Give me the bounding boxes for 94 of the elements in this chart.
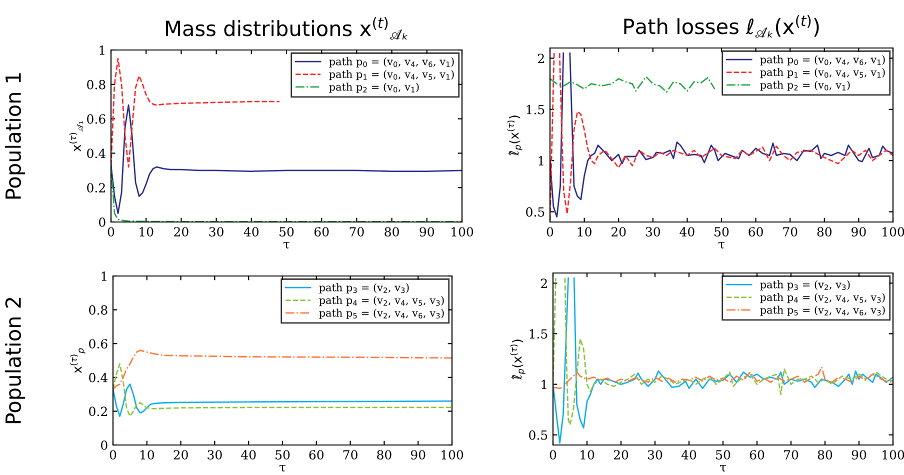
y-tick-label: 0.4 — [87, 148, 106, 158]
text: path p$_{0}$ = (v$_{0}$, v$_{4}$, v$_{6}$, v$_{1}$) — [760, 55, 885, 66]
x-axis-title: τ — [718, 242, 724, 249]
x-tick-label: 0 — [108, 227, 114, 237]
x-tick-label: 80 — [377, 450, 392, 460]
line-series — [111, 58, 280, 168]
legend-label: path p$_{3}$ = (v$_{2}$, v$_{3}$) — [760, 280, 850, 290]
y-tick-label: 0.6 — [89, 339, 108, 349]
x-tick-label: 70 — [343, 450, 358, 460]
y-tick-label: 0.6 — [87, 114, 106, 124]
y-tick-label: 1.5 — [530, 329, 548, 339]
y-tick-label: 1 — [100, 45, 104, 55]
x-axis-title: τ — [280, 464, 286, 472]
x-tick-label: 40 — [680, 227, 694, 237]
x-tick-label: 50 — [276, 450, 290, 460]
x-tick-label: 60 — [314, 227, 329, 237]
x-axis-title: τ — [720, 464, 726, 472]
x-axis-title: τ — [284, 242, 290, 249]
x-tick-label: 20 — [174, 227, 188, 237]
text: path p$_{5}$ = (v$_{2}$, v$_{4}$, v$_{6}$, v$_{3}$) — [319, 308, 444, 319]
x-tick-label: 70 — [784, 450, 798, 460]
text: path p$_{1}$ = (v$_{0}$, v$_{4}$, v$_{5}$, v$_{1}$) — [760, 68, 885, 78]
x-tick-label: 80 — [384, 227, 399, 237]
line-series — [111, 104, 462, 214]
x-tick-label: 60 — [309, 450, 324, 460]
text: path p$_{5}$ = (v$_{2}$, v$_{4}$, v$_{6}$, v$_{3}$) — [760, 306, 885, 316]
text: path p$_{4}$ = (v$_{2}$, v$_{4}$, v$_{5}$, v$_{3}$) — [760, 293, 885, 304]
x-tick-label: 20 — [611, 227, 626, 237]
x-tick-label: 10 — [580, 450, 594, 460]
text: Population 1 — [4, 73, 26, 199]
y-axis-title: ℓ̂$_{p}$(x$^{(τ)}$) — [510, 340, 526, 380]
y-tick-label: 1 — [542, 380, 546, 390]
x-tick-label: 50 — [714, 227, 729, 237]
y-tick-label: 0.8 — [87, 80, 106, 90]
x-tick-label: 10 — [140, 227, 154, 237]
legend-label: path p$_{2}$ = (v$_{0}$, v$_{1}$) — [329, 82, 419, 93]
x-tick-label: 70 — [350, 227, 364, 237]
x-tick-label: 90 — [410, 450, 426, 460]
x-tick-label: 30 — [208, 450, 222, 460]
x-tick-label: 10 — [578, 227, 592, 237]
x-tick-label: 100 — [452, 227, 474, 237]
x-tick-label: 40 — [681, 450, 696, 460]
x-tick-label: 0 — [550, 450, 556, 460]
y-tick-label: 1 — [538, 156, 544, 166]
y-tick-label: 0.4 — [89, 372, 108, 382]
text: path p$_{1}$ = (v$_{0}$, v$_{4}$, v$_{5}$, v$_{1}$) — [329, 70, 454, 80]
x-tick-label: 10 — [140, 450, 154, 460]
chart-title: Mass distributions x$^{(t)}$$_{𝒜ₖ}$ — [166, 16, 408, 40]
x-tick-label: 0 — [110, 450, 116, 460]
x-tick-label: 20 — [174, 450, 188, 460]
x-tick-label: 40 — [244, 227, 259, 237]
x-tick-label: 30 — [648, 450, 662, 460]
x-tick-label: 30 — [209, 227, 224, 237]
line-series — [113, 350, 452, 390]
legend-label: path p$_{3}$ = (v$_{2}$, v$_{3}$) — [319, 283, 409, 294]
line-series — [550, 76, 716, 93]
y-tick-label: 0.5 — [529, 430, 548, 440]
text: path p$_{0}$ = (v$_{0}$, v$_{4}$, v$_{6}$, v$_{1}$) — [329, 57, 454, 68]
x-tick-label: 50 — [716, 450, 730, 460]
text: path p$_{4}$ = (v$_{2}$, v$_{4}$, v$_{5}$, v$_{3}$) — [319, 296, 444, 306]
x-tick-label: 90 — [852, 227, 866, 237]
y-tick-label: 0.8 — [89, 305, 108, 315]
y-tick-label: 1 — [102, 271, 106, 281]
x-tick-label: 90 — [852, 450, 866, 460]
y-tick-label: 0.5 — [526, 207, 544, 217]
x-tick-label: 100 — [442, 450, 464, 460]
y-tick-label: 1.5 — [526, 104, 544, 114]
text: Population 2 — [4, 298, 26, 424]
x-tick-label: 40 — [241, 450, 256, 460]
y-axis-title: x$^{(τ)}$$_{p}$ — [70, 348, 86, 374]
legend-label: path p$_{2}$ = (v$_{0}$, v$_{1}$) — [760, 80, 850, 91]
x-tick-label: 80 — [818, 450, 832, 460]
y-axis-title: ℓ̂$_{p}$(x$^{(τ)}$) — [507, 116, 522, 156]
chart-title: Path losses ℓ$_{𝒜ₖ}$(x$^{(t)}$) — [624, 14, 819, 38]
y-tick-label: 0 — [101, 440, 108, 450]
y-tick-label: 0 — [99, 217, 106, 227]
y-tick-label: 0.2 — [89, 406, 107, 416]
x-tick-label: 100 — [882, 227, 904, 237]
y-tick-label: 2 — [538, 54, 544, 63]
y-axis-title: x$^{(τ)}$$_{𝒜₁}$ — [69, 121, 83, 152]
x-tick-label: 70 — [783, 227, 798, 237]
x-tick-label: 30 — [646, 227, 660, 237]
x-tick-label: 90 — [420, 227, 434, 237]
x-tick-label: 80 — [817, 227, 832, 237]
line-series — [553, 366, 893, 390]
x-tick-label: 60 — [748, 227, 763, 237]
x-tick-label: 20 — [614, 450, 628, 460]
y-tick-label: 0.2 — [87, 183, 105, 193]
line-series — [113, 363, 452, 417]
x-tick-label: 50 — [280, 227, 294, 237]
line-series — [113, 383, 452, 417]
y-tick-label: 2 — [541, 278, 547, 288]
x-tick-label: 60 — [750, 450, 764, 460]
x-tick-label: 100 — [882, 450, 904, 460]
